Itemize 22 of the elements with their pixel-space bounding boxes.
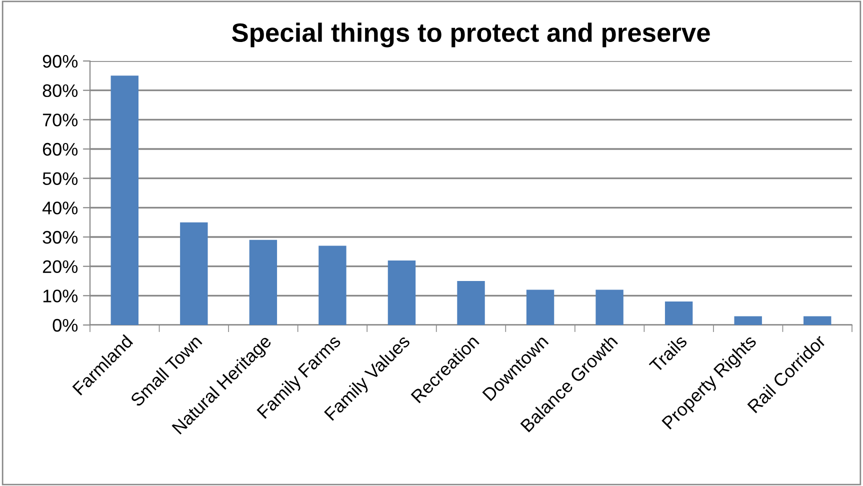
bar [180,222,208,325]
y-tick-label: 0% [52,318,78,332]
bar [664,302,693,325]
y-tick-label: 60% [42,142,78,156]
y-tick-label: 90% [42,54,78,68]
y-tick-label: 30% [42,230,78,244]
y-tick-label: 40% [42,202,78,214]
y-tick-label: 20% [42,260,78,274]
y-tick-label: 50% [42,172,78,186]
bar [388,260,416,325]
bar [249,240,278,325]
chart-title: Special things to protect and preserve [232,22,710,48]
bar [457,281,485,325]
bar [526,290,554,325]
bar [734,316,762,325]
bar [318,246,346,325]
y-tick-label: 80% [42,84,78,98]
bar [804,316,832,325]
y-tick-label: 70% [42,114,78,126]
bar [596,290,624,325]
y-tick-label: 10% [43,290,78,302]
bar [110,76,138,325]
